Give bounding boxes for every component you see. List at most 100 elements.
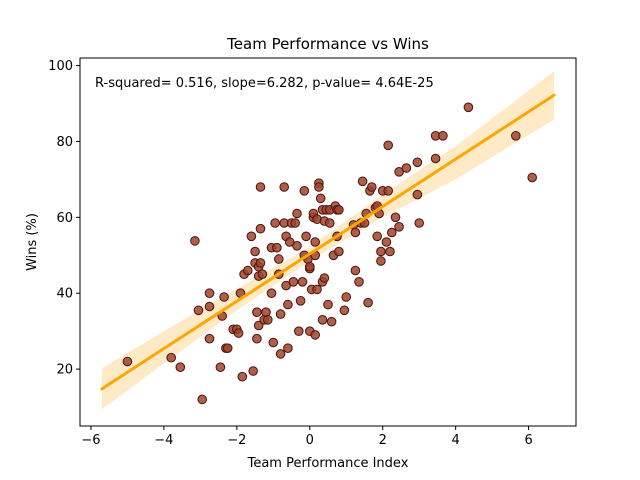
data-point (430, 153, 441, 164)
data-point (270, 218, 280, 228)
data-point (305, 261, 315, 272)
data-point (248, 366, 258, 376)
x-axis-label: Team Performance Index (247, 456, 409, 471)
data-point (253, 320, 264, 331)
data-point (283, 299, 293, 310)
x-tick-label: 6 (524, 433, 532, 448)
data-point (326, 316, 337, 327)
data-point (222, 343, 233, 354)
data-point (323, 299, 333, 310)
data-point (290, 218, 301, 228)
data-point (341, 292, 352, 302)
data-point (204, 333, 215, 344)
data-point (319, 273, 330, 283)
data-point (204, 301, 215, 312)
data-point (511, 131, 521, 141)
data-point (175, 362, 186, 373)
data-point (246, 231, 257, 242)
data-point (272, 242, 282, 253)
data-point (350, 265, 361, 276)
data-point (275, 309, 286, 319)
data-point (315, 193, 326, 204)
data-point (279, 182, 290, 192)
data-point (294, 326, 304, 337)
data-point (122, 356, 133, 367)
data-point (274, 254, 284, 264)
data-point (275, 349, 286, 359)
data-point (283, 343, 293, 354)
y-axis-ticks: 20 40 60 80 100 (48, 59, 80, 378)
y-tick-label: 100 (48, 59, 73, 74)
data-point (237, 371, 248, 382)
data-point (263, 315, 273, 325)
data-point (334, 205, 344, 215)
data-point (394, 167, 404, 177)
data-point (334, 246, 344, 257)
data-point (292, 208, 302, 219)
data-point (299, 186, 310, 196)
data-point (367, 182, 377, 192)
chart-title: Team Performance vs Wins (226, 35, 429, 53)
data-point (193, 305, 204, 316)
data-point (252, 307, 262, 318)
data-point (372, 231, 383, 242)
y-axis-label: Wins (%) (25, 213, 40, 271)
data-point (314, 182, 324, 192)
data-point (297, 277, 308, 287)
data-point (252, 333, 262, 344)
data-point (243, 265, 253, 276)
x-tick-label: 2 (379, 433, 387, 448)
data-point (268, 337, 279, 348)
y-tick-label: 60 (56, 211, 73, 226)
y-tick-label: 80 (56, 135, 73, 150)
x-tick-label: −4 (154, 433, 173, 448)
data-point (317, 315, 328, 325)
data-point (204, 288, 215, 299)
data-point (197, 394, 207, 405)
data-point (376, 256, 386, 266)
x-tick-label: 4 (452, 433, 460, 448)
data-point (401, 163, 412, 173)
data-point (438, 131, 448, 141)
data-point (166, 352, 176, 363)
data-point (527, 172, 538, 183)
x-tick-label: −6 (81, 433, 100, 448)
data-point (412, 189, 423, 200)
data-point (219, 292, 229, 302)
x-tick-label: 0 (306, 433, 314, 448)
x-tick-label: −2 (227, 433, 246, 448)
data-point (387, 227, 397, 238)
data-point (292, 241, 302, 251)
data-point (250, 246, 260, 257)
data-point (390, 212, 401, 223)
data-point (233, 328, 244, 338)
data-point (339, 305, 350, 316)
data-point (385, 246, 395, 257)
data-point (215, 362, 226, 373)
data-point (312, 284, 322, 295)
data-point (255, 223, 266, 234)
data-point (255, 182, 266, 192)
data-point (255, 258, 266, 268)
regression-line-layer (100, 93, 556, 391)
data-point (357, 176, 368, 187)
data-point (414, 218, 425, 228)
data-point (394, 222, 404, 232)
data-point (383, 140, 394, 151)
y-tick-label: 40 (56, 287, 73, 302)
data-point (363, 297, 373, 308)
data-point (301, 231, 311, 242)
data-point (310, 330, 321, 340)
x-axis-ticks: −6 −4 −2 0 2 4 6 (81, 426, 533, 448)
plot-frame (79, 57, 577, 427)
data-point (257, 269, 268, 280)
data-point (381, 237, 392, 247)
data-point (325, 218, 335, 228)
data-point (281, 280, 291, 291)
data-point (376, 246, 386, 257)
data-point (266, 288, 277, 299)
data-point (295, 296, 306, 306)
data-point (350, 227, 361, 238)
data-point (412, 157, 423, 168)
